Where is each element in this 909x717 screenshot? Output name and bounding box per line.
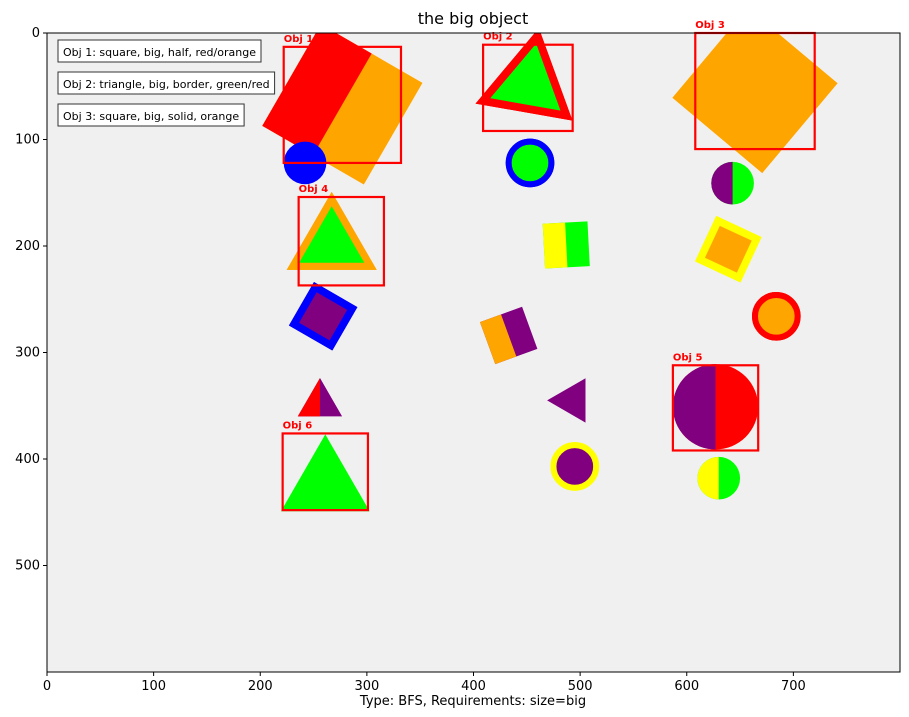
triangle-shape bbox=[547, 378, 586, 423]
annotation-box bbox=[57, 39, 262, 63]
x-tick-label: 600 bbox=[674, 679, 699, 694]
y-tick-label: 0 bbox=[32, 26, 40, 41]
annotation-text: Obj 3: square, big, solid, orange bbox=[63, 110, 239, 123]
annotation-box bbox=[57, 71, 276, 95]
y-tick-label: 500 bbox=[15, 559, 40, 574]
circle-shape bbox=[752, 291, 801, 341]
highlight-box-layer: Obj 1 Obj 2 Obj 3 Obj 4 Obj 5 Obj 6 bbox=[281, 20, 816, 512]
annotation-item: Obj 1: square, big, half, red/orange bbox=[57, 39, 262, 63]
y-tick-label: 300 bbox=[15, 346, 40, 361]
circle-shape bbox=[672, 364, 759, 450]
shape-layer bbox=[262, 33, 838, 512]
x-tick-label: 300 bbox=[354, 679, 379, 694]
triangle-shape bbox=[286, 191, 377, 270]
x-axis: 0 100 200 300 400 500 600 700 bbox=[43, 672, 806, 694]
highlight-box bbox=[671, 364, 760, 452]
highlight-box bbox=[282, 45, 403, 165]
plot-area: Obj 1 Obj 2 Obj 3 Obj 4 Obj 5 Obj 6 bbox=[46, 20, 901, 673]
square-shape bbox=[479, 306, 538, 365]
y-tick-label: 100 bbox=[15, 133, 40, 148]
highlight-box bbox=[281, 432, 370, 512]
highlight-box-label: Obj 3 bbox=[695, 20, 725, 31]
triangle-shape bbox=[281, 434, 370, 512]
circle-shape bbox=[711, 161, 754, 205]
triangle-shape bbox=[297, 378, 343, 417]
highlight-box-label: Obj 5 bbox=[673, 352, 703, 363]
x-tick-label: 0 bbox=[43, 679, 51, 694]
y-tick-label: 400 bbox=[15, 452, 40, 467]
x-tick-label: 400 bbox=[461, 679, 486, 694]
x-tick-label: 500 bbox=[568, 679, 593, 694]
highlight-box-label: Obj 6 bbox=[283, 420, 313, 431]
circle-shape bbox=[550, 442, 600, 491]
y-axis: 0 100 200 300 400 500 bbox=[15, 26, 47, 574]
x-tick-label: 100 bbox=[141, 679, 166, 694]
annotation-box bbox=[57, 103, 245, 127]
annotation-item: Obj 2: triangle, big, border, green/red bbox=[57, 71, 276, 95]
triangle-shape bbox=[475, 33, 573, 121]
annotation-list: Obj 1: square, big, half, red/orange Obj … bbox=[57, 39, 276, 127]
square-shape bbox=[695, 215, 762, 283]
annotation-item: Obj 3: square, big, solid, orange bbox=[57, 103, 245, 127]
y-tick-label: 200 bbox=[15, 239, 40, 254]
highlight-box-label: Obj 1 bbox=[284, 34, 314, 45]
highlight-box-label: Obj 2 bbox=[483, 32, 513, 43]
footer-caption: Type: BFS, Requirements: size=big bbox=[359, 694, 586, 709]
circle-shape bbox=[505, 138, 555, 188]
x-tick-label: 200 bbox=[248, 679, 273, 694]
square-shape bbox=[672, 33, 838, 174]
circle-shape bbox=[697, 456, 741, 500]
highlight-box bbox=[297, 195, 386, 287]
square-shape bbox=[288, 282, 358, 351]
x-tick-label: 700 bbox=[781, 679, 806, 694]
highlight-box bbox=[481, 43, 574, 133]
square-shape bbox=[542, 221, 590, 269]
highlight-box-label: Obj 4 bbox=[299, 184, 329, 195]
annotation-text: Obj 1: square, big, half, red/orange bbox=[63, 46, 256, 59]
chart-title: the big object bbox=[418, 9, 529, 28]
annotation-text: Obj 2: triangle, big, border, green/red bbox=[63, 78, 270, 91]
